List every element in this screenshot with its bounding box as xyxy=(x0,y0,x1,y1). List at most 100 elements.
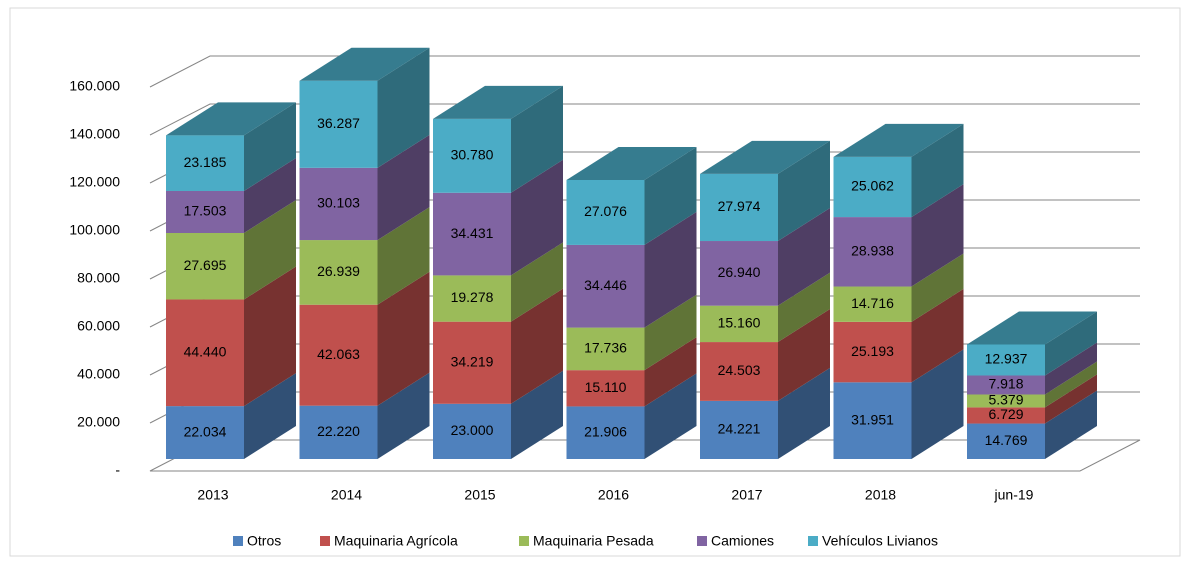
bar-side xyxy=(911,123,964,218)
bar-side xyxy=(1045,361,1097,408)
bar-side xyxy=(244,102,296,191)
bar-top xyxy=(433,85,563,119)
bar-front xyxy=(833,321,912,383)
x-tick-label: 2016 xyxy=(598,487,629,503)
bar-front xyxy=(433,403,511,459)
legend-swatch xyxy=(697,536,707,546)
legend-label: Vehículos Livianos xyxy=(822,533,938,549)
y-tick-label: 160.000 xyxy=(69,78,120,94)
bar-front xyxy=(700,342,778,401)
bar-side xyxy=(377,372,430,459)
data-label: 19.278 xyxy=(451,289,494,305)
data-label: 25.193 xyxy=(851,343,894,359)
bar-front xyxy=(299,405,378,459)
x-tick-label: 2017 xyxy=(731,487,762,503)
data-label: 24.221 xyxy=(718,421,761,437)
data-label: 23.185 xyxy=(184,154,227,170)
data-label: 21.906 xyxy=(584,423,627,439)
bar-front xyxy=(967,423,1045,459)
data-label: 30.103 xyxy=(317,195,360,211)
bar-side xyxy=(644,146,697,245)
data-label: 15.160 xyxy=(718,315,761,331)
y-tick-label: 100.000 xyxy=(69,222,120,238)
bar-front xyxy=(299,304,378,406)
bar-front xyxy=(700,305,778,343)
bar-front xyxy=(566,179,645,245)
data-label: 42.063 xyxy=(317,346,360,362)
data-label: 34.219 xyxy=(451,353,494,369)
bar-front xyxy=(299,240,378,305)
bar-side xyxy=(1045,311,1097,376)
bar-front xyxy=(566,370,645,407)
x-tick-label: 2013 xyxy=(197,487,228,503)
bar-front xyxy=(566,327,645,371)
bar-front xyxy=(700,241,778,306)
data-label: 17.736 xyxy=(584,340,627,356)
data-label: 34.446 xyxy=(584,277,627,293)
bar-front xyxy=(166,232,244,300)
bar-side xyxy=(511,242,563,322)
x-tick-label: 2014 xyxy=(331,487,362,503)
data-label: 34.431 xyxy=(451,225,494,241)
legend-swatch xyxy=(320,536,330,546)
bar-side xyxy=(778,208,830,306)
data-label: 31.951 xyxy=(851,411,894,427)
bar-front xyxy=(700,400,778,459)
data-label: 36.287 xyxy=(317,115,360,131)
data-label: 14.716 xyxy=(851,295,894,311)
legend-label: Maquinaria Pesada xyxy=(533,533,654,549)
bar-side xyxy=(911,184,964,287)
bar-side xyxy=(377,207,430,305)
data-label: 44.440 xyxy=(184,343,227,359)
bar-front xyxy=(299,80,378,168)
data-label: 7.918 xyxy=(988,376,1023,392)
data-label: 5.379 xyxy=(988,392,1023,408)
bar-side xyxy=(778,140,830,242)
data-label: 27.695 xyxy=(184,257,227,273)
data-label: 15.110 xyxy=(585,379,627,395)
data-label: 26.939 xyxy=(317,263,360,279)
data-label: 26.940 xyxy=(718,264,761,280)
y-tick-label: 120.000 xyxy=(69,174,120,190)
bar-front xyxy=(833,156,912,218)
bar-side xyxy=(377,271,430,406)
bar-side xyxy=(377,47,430,168)
bar-front xyxy=(166,135,244,191)
bar-front xyxy=(700,173,778,242)
bar-front xyxy=(967,344,1045,376)
bar-side xyxy=(778,272,830,343)
y-tick-label: 20.000 xyxy=(77,414,120,430)
bar-side xyxy=(644,337,697,407)
bar-side xyxy=(911,253,964,322)
bar-top xyxy=(566,146,697,180)
bar-side xyxy=(644,211,697,328)
legend-label: Maquinaria Agrícola xyxy=(334,533,458,549)
x-tick-label: 2018 xyxy=(865,487,896,503)
bar-side xyxy=(244,373,296,459)
bar-side xyxy=(511,288,563,404)
data-label: 6.729 xyxy=(988,406,1023,422)
data-label: 17.503 xyxy=(184,203,227,219)
x-tick-label: 2015 xyxy=(464,487,495,503)
bar-side xyxy=(511,159,563,276)
bar-side xyxy=(778,309,830,401)
bar-front xyxy=(433,275,511,322)
bar-side xyxy=(1045,374,1097,424)
bar-front xyxy=(566,244,645,328)
bar-top xyxy=(700,140,830,174)
data-label: 25.062 xyxy=(851,178,894,194)
bar-side xyxy=(911,349,964,459)
grid-line xyxy=(149,103,1140,136)
bar-top xyxy=(299,47,430,81)
bar-front xyxy=(299,167,378,241)
bar-side xyxy=(644,373,697,459)
bar-top xyxy=(967,311,1097,345)
bar-side xyxy=(644,294,697,371)
bar-front xyxy=(433,192,511,276)
bar-side xyxy=(1045,390,1097,459)
grid-line xyxy=(149,55,1140,88)
bar-side xyxy=(244,157,296,233)
data-label: 22.220 xyxy=(317,423,360,439)
y-tick-label: 60.000 xyxy=(77,318,120,334)
data-label: 27.974 xyxy=(718,198,761,214)
